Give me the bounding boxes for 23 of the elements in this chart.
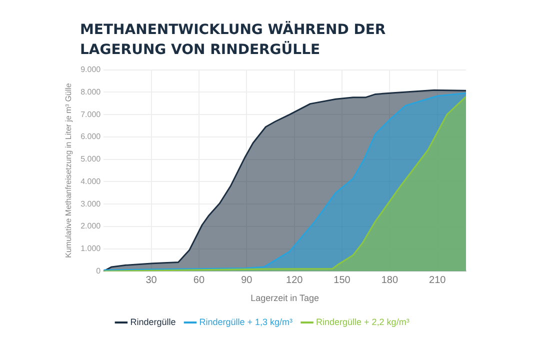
y-tick-label: 7.000 [80, 110, 102, 119]
y-tick-label: 6.000 [80, 132, 102, 142]
y-tick-label: 4.000 [80, 176, 102, 186]
y-tick-label: 8.000 [80, 87, 102, 96]
x-tick-label: 90 [241, 274, 253, 286]
legend-label: Rindergülle [130, 316, 176, 327]
x-tick-label: 180 [381, 274, 398, 286]
y-tick-label: 5.000 [80, 154, 102, 164]
y-tick-label: 0 [96, 266, 102, 276]
x-axis-title: Lagerzeit in Tage [250, 293, 320, 304]
legend-label: Rindergülle + 1,3 kg/m³ [199, 316, 293, 327]
legend-label: Rindergülle + 2,2 kg/m³ [316, 316, 410, 327]
x-tick-label: 30 [146, 274, 158, 286]
x-tick-label: 210 [429, 274, 446, 286]
chart-title: METHANENTWICKLUNG WÄHREND DER LAGERUNG VON RINDERGÜLLE [80, 20, 387, 60]
y-tick-label: 2.000 [80, 222, 102, 231]
y-tick-label: 1.000 [80, 244, 102, 254]
x-tick-label: 120 [286, 274, 304, 286]
x-tick-label: 150 [334, 274, 351, 286]
x-tick-label: 60 [193, 274, 205, 286]
y-axis-title: Kumulative Methanfreisetzung in Liter je m³ Gülle [64, 82, 74, 258]
y-tick-label: 3.000 [80, 199, 102, 208]
y-tick-label: 9.000 [80, 65, 102, 74]
